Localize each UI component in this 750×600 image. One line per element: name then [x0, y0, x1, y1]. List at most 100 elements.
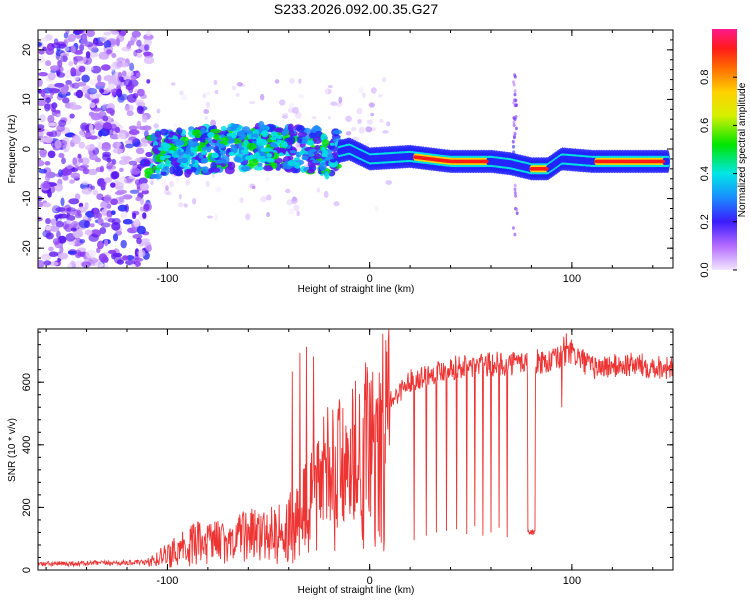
spectrogram-cell-401 — [102, 153, 111, 161]
spectrogram-cell-616 — [139, 106, 145, 115]
spectrogram-cell-581 — [124, 139, 133, 146]
spectrogram-cell-479 — [132, 212, 137, 220]
spectrogram-cell-1224 — [156, 163, 162, 169]
spectrogram-cell-1160 — [331, 151, 339, 157]
spectrogram-cell-459 — [130, 263, 136, 268]
spectrogram-cell-1434 — [276, 140, 284, 144]
spectrogram-cell-1399 — [158, 147, 163, 151]
spectrogram-cell-755 — [298, 78, 302, 85]
spectrogram-cell-419 — [122, 255, 129, 261]
spectrogram-cell-1195 — [296, 124, 305, 133]
spectrogram-cell-732 — [191, 198, 197, 205]
spectrogram-cell-1339 — [288, 130, 295, 137]
spectrogram-cell-261 — [109, 133, 120, 140]
spectrogram-cell-396 — [120, 239, 127, 249]
spectrogram-cell-665 — [153, 123, 159, 129]
spectrogram-y-tick-label-4: -20 — [21, 240, 33, 256]
spectrogram-cell-699 — [185, 179, 191, 186]
spectrogram-cell-821 — [513, 232, 517, 237]
spectrogram-cell-550 — [78, 219, 90, 229]
spectrogram-cell-1410 — [266, 153, 273, 158]
spectrogram-cell-648 — [70, 227, 77, 232]
spectrogram-cell-1392 — [327, 153, 333, 159]
spectrogram-cell-1334 — [159, 128, 169, 136]
spectrogram-cell-602 — [106, 49, 113, 55]
spectrogram-cell-509 — [100, 222, 111, 228]
spectrogram-cell-176 — [68, 198, 80, 205]
spectrogram-cell-1312 — [307, 168, 315, 174]
spectrogram-cell-116 — [136, 53, 143, 58]
spectrogram-cell-430 — [97, 240, 104, 250]
spectrogram-cell-607 — [78, 65, 86, 73]
spectrogram-cell-813 — [513, 75, 517, 79]
spectrogram-cell-2352 — [660, 159, 666, 164]
colorbar-gradient — [712, 29, 737, 270]
spectrogram-cell-1428 — [299, 150, 304, 156]
spectrogram-cell-374 — [143, 203, 150, 211]
spectrogram-cell-783 — [338, 96, 343, 104]
spectrogram-cell-563 — [91, 107, 102, 112]
spectrogram-cell-708 — [260, 196, 268, 203]
spectrogram-cell-1239 — [154, 169, 161, 174]
snr-x-tick-label-1: 0 — [367, 575, 373, 587]
spectrogram-cell-412 — [122, 156, 133, 161]
spectrogram-cell-217 — [141, 189, 149, 195]
spectrogram-cell-61 — [125, 254, 135, 261]
spectrogram-cell-477 — [81, 74, 90, 83]
spectrogram-cell-1421 — [188, 163, 193, 167]
spectrogram-cell-1090 — [145, 151, 153, 157]
spectrogram-cell-725 — [345, 115, 352, 122]
spectrogram-cell-1433 — [307, 139, 315, 146]
spectrogram-cell-1367 — [198, 153, 204, 159]
spectrogram-cell-1298 — [175, 167, 183, 177]
spectrogram-cell-241 — [103, 39, 112, 49]
spectrogram-cell-612 — [112, 252, 123, 258]
spectrogram-cell-650 — [370, 127, 377, 132]
spectrogram-cell-119 — [47, 122, 57, 127]
spectrogram-cell-715 — [286, 199, 294, 206]
snr-x-axis-title: Height of straight line (km) — [298, 585, 415, 596]
spectrogram-cell-1333 — [143, 159, 151, 167]
spectrogram-cell-681 — [357, 118, 362, 124]
spectrogram-cell-1371 — [270, 136, 277, 141]
spectrogram-cell-1310 — [211, 167, 221, 173]
spectrogram-cell-752 — [382, 130, 389, 134]
spectrogram-cell-686 — [281, 115, 289, 119]
spectrogram-cell-691 — [381, 76, 387, 83]
spectrogram-cell-628 — [136, 163, 144, 170]
spectrogram-cell-773 — [265, 176, 270, 182]
spectrogram-cell-306 — [73, 56, 78, 65]
spectrogram-cell-611 — [42, 182, 52, 189]
spectrogram-cell-622 — [104, 239, 109, 247]
spectrogram-cell-617 — [100, 64, 111, 71]
spectrogram-cell-760 — [274, 79, 280, 84]
spectrogram-cell-595 — [89, 143, 95, 148]
spectrogram-cell-677 — [245, 212, 251, 220]
spectrogram-cell-548 — [136, 88, 145, 97]
spectrogram-cell-1281 — [287, 123, 294, 132]
spectrogram-cell-1432 — [177, 149, 182, 155]
spectrogram-y-tick-label-2: 0 — [21, 146, 33, 152]
colorbar-tick-label-4: 0.8 — [699, 70, 711, 85]
spectrogram-cell-182 — [60, 197, 65, 207]
spectrogram-cell-504 — [54, 214, 60, 219]
spectrogram-cell-680 — [171, 82, 176, 86]
spectrogram-cell-561 — [87, 87, 98, 95]
spectrogram-cell-458 — [57, 59, 63, 68]
spectrogram-cell-664 — [370, 112, 375, 117]
spectrogram-cell-791 — [514, 194, 518, 198]
spectrogram-cell-1327 — [273, 127, 282, 133]
spectrogram-cell-735 — [211, 173, 216, 178]
spectrogram-cell-64 — [140, 238, 150, 243]
spectrogram-cell-1342 — [197, 142, 206, 148]
spectrogram-cell-373 — [78, 141, 86, 149]
spectrogram-cell-266 — [90, 112, 102, 121]
spectrogram-cell-129 — [80, 157, 90, 165]
spectrogram-cell-404 — [143, 56, 155, 65]
spectrogram-cell-1341 — [246, 142, 257, 150]
spectrogram-cell-1429 — [329, 162, 338, 167]
spectrogram-cell-249 — [73, 30, 85, 34]
spectrogram-cell-750 — [205, 180, 210, 188]
spectrogram-cell-614 — [112, 148, 124, 154]
spectrogram-cell-191 — [143, 33, 154, 41]
